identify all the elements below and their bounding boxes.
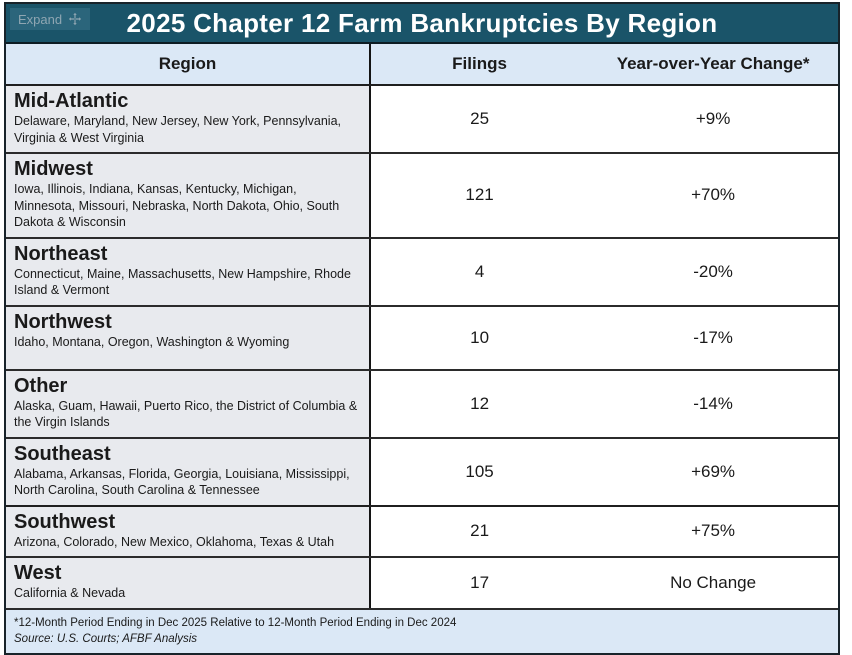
region-states: Idaho, Montana, Oregon, Washington & Wyo… xyxy=(14,334,290,349)
region-cell: Southeast Alabama, Arkansas, Florida, Ge… xyxy=(6,438,371,505)
region-cell: West California & Nevada xyxy=(6,558,371,608)
values-cell: 17 No Change xyxy=(371,558,838,608)
region-cell: Northeast Connecticut, Maine, Massachuse… xyxy=(6,238,371,305)
table-row-northwest: Northwest Idaho, Montana, Oregon, Washin… xyxy=(6,306,838,371)
table-header-row: Region Filings Year-over-Year Change* xyxy=(6,44,838,86)
filings-value: 121 xyxy=(465,185,494,205)
title-bar: Expand 2025 Chapter 12 Farm Bankruptcies… xyxy=(6,4,838,44)
region-cell: Midwest Iowa, Illinois, Indiana, Kansas,… xyxy=(6,154,371,237)
values-cell: 4 -20% xyxy=(371,239,838,305)
table-footer: *12-Month Period Ending in Dec 2025 Rela… xyxy=(6,609,838,653)
region-cell: Mid-Atlantic Delaware, Maryland, New Jer… xyxy=(6,86,371,152)
region-states: Arizona, Colorado, New Mexico, Oklahoma,… xyxy=(14,534,335,549)
table-row-southeast: Southeast Alabama, Arkansas, Florida, Ge… xyxy=(6,438,838,507)
region-states: Iowa, Illinois, Indiana, Kansas, Kentuck… xyxy=(14,182,340,229)
yoy-change-value: +70% xyxy=(691,185,736,205)
table-header-right-section: Filings Year-over-Year Change* xyxy=(371,44,838,84)
values-cell: 21 +75% xyxy=(371,507,838,557)
table-row-mid-atlantic: Mid-Atlantic Delaware, Maryland, New Jer… xyxy=(6,86,838,154)
region-states: Alaska, Guam, Hawaii, Puerto Rico, the D… xyxy=(14,398,358,430)
yoy-change-value: +69% xyxy=(691,461,736,481)
values-cell: 105 +69% xyxy=(371,439,838,505)
region-states: California & Nevada xyxy=(14,586,126,600)
values-cell: 25 +9% xyxy=(371,86,838,152)
region-name: Northeast xyxy=(14,242,108,265)
filings-value: 25 xyxy=(470,109,490,128)
filings-value: 17 xyxy=(470,572,490,592)
table-row-northeast: Northeast Connecticut, Maine, Massachuse… xyxy=(6,238,838,307)
yoy-change-value: -17% xyxy=(693,327,733,347)
table-row-midwest: Midwest Iowa, Illinois, Indiana, Kansas,… xyxy=(6,154,838,239)
region-name: Southeast xyxy=(14,442,111,465)
expand-button[interactable]: Expand xyxy=(10,8,91,30)
filings-value: 10 xyxy=(470,327,490,347)
values-cell: 10 -17% xyxy=(371,307,838,369)
page-title: 2025 Chapter 12 Farm Bankruptcies By Reg… xyxy=(126,7,718,38)
yoy-change-value: +75% xyxy=(691,521,736,541)
column-header-filings: Filings xyxy=(452,54,507,73)
region-states: Alabama, Arkansas, Florida, Georgia, Lou… xyxy=(14,466,350,498)
region-name: Southwest xyxy=(14,510,116,533)
yoy-change-value: No Change xyxy=(670,572,757,592)
region-cell: Southwest Arizona, Colorado, New Mexico,… xyxy=(6,506,371,556)
region-name: West xyxy=(14,562,62,584)
values-cell: 121 +70% xyxy=(371,154,838,237)
source-text: Source: U.S. Courts; AFBF Analysis xyxy=(14,632,197,645)
yoy-change-value: -14% xyxy=(693,393,733,413)
filings-value: 105 xyxy=(465,461,494,481)
table-row-west: West California & Nevada 17 No Change xyxy=(6,558,838,610)
filings-value: 12 xyxy=(470,393,490,413)
filings-value: 21 xyxy=(470,521,490,541)
region-name: Northwest xyxy=(14,310,112,333)
region-name: Mid-Atlantic xyxy=(14,90,129,112)
yoy-change-value: +9% xyxy=(695,109,731,128)
yoy-change-value: -20% xyxy=(693,261,733,281)
region-name: Other xyxy=(14,374,68,397)
column-header-region: Region xyxy=(6,44,371,84)
values-cell: 12 -14% xyxy=(371,371,838,437)
move-arrows-icon xyxy=(68,12,82,26)
region-states: Connecticut, Maine, Massachusetts, New H… xyxy=(14,266,351,298)
table-row-other: Other Alaska, Guam, Hawaii, Puerto Rico,… xyxy=(6,370,838,439)
footnote-text: *12-Month Period Ending in Dec 2025 Rela… xyxy=(14,616,457,629)
region-cell: Northwest Idaho, Montana, Oregon, Washin… xyxy=(6,306,371,369)
region-cell: Other Alaska, Guam, Hawaii, Puerto Rico,… xyxy=(6,370,371,437)
region-states: Delaware, Maryland, New Jersey, New York… xyxy=(14,114,341,145)
table-row-southwest: Southwest Arizona, Colorado, New Mexico,… xyxy=(6,506,838,558)
filings-value: 4 xyxy=(474,261,485,281)
region-name: Midwest xyxy=(14,158,93,180)
column-header-yoy-change: Year-over-Year Change* xyxy=(616,54,810,73)
bankruptcy-table-widget: Expand 2025 Chapter 12 Farm Bankruptcies… xyxy=(4,2,840,655)
expand-button-label: Expand xyxy=(18,11,63,27)
